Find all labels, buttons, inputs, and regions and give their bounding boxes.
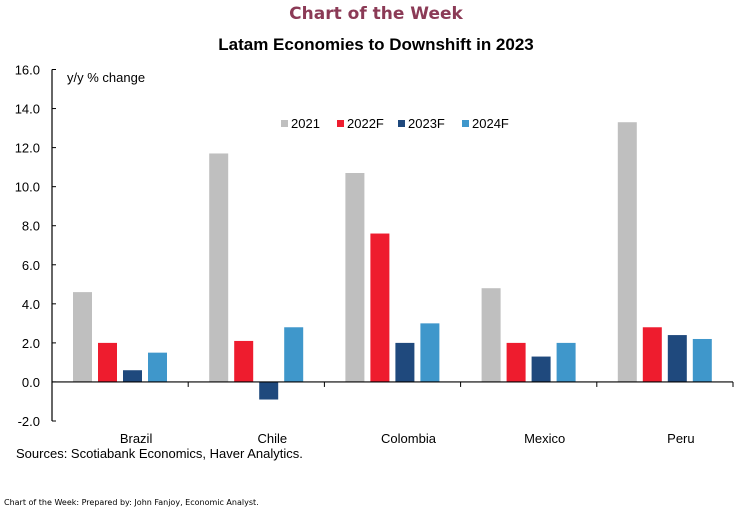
bar-2023F-colombia (395, 342, 415, 382)
bar-2024F-peru (692, 338, 712, 382)
legend-label-2023F: 2023F (408, 116, 445, 131)
legend-label-2022F: 2022F (347, 116, 384, 131)
x-tick-label: Brazil (120, 431, 153, 446)
bar-2023F-mexico (531, 356, 551, 382)
bar-2022F-peru (642, 327, 662, 382)
bar-2022F-chile (234, 340, 254, 382)
bar-2021-brazil (73, 292, 92, 382)
legend-swatch-2024F (462, 120, 469, 127)
y-tick-label: 2.0 (22, 336, 40, 351)
x-tick-label: Colombia (381, 431, 437, 446)
x-tick-label: Peru (667, 431, 694, 446)
chart-title: Latam Economies to Downshift in 2023 (218, 35, 534, 54)
bar-2023F-peru (667, 335, 687, 382)
y-tick-label: -2.0 (18, 414, 40, 429)
y-tick-label: 8.0 (22, 219, 40, 234)
bar-2024F-mexico (556, 342, 576, 382)
bar-2024F-brazil (148, 352, 167, 382)
x-tick-label: Mexico (524, 431, 565, 446)
legend-swatch-2021 (281, 120, 288, 127)
bar-2024F-colombia (420, 323, 440, 382)
legend-swatch-2023F (398, 120, 405, 127)
footer-note: Chart of the Week: Prepared by: John Fan… (4, 498, 259, 507)
y-tick-label: 6.0 (22, 258, 40, 273)
bar-2021-peru (617, 122, 637, 382)
y-tick-label: 16.0 (15, 63, 40, 78)
bar-2024F-chile (284, 327, 304, 382)
bar-2022F-colombia (370, 233, 390, 382)
x-tick-label: Chile (257, 431, 287, 446)
bar-2021-colombia (345, 172, 365, 382)
source-note: Sources: Scotiabank Economics, Haver Ana… (16, 446, 303, 461)
y-tick-label: 10.0 (15, 180, 40, 195)
legend-label-2021: 2021 (291, 116, 320, 131)
bar-2022F-brazil (98, 342, 117, 382)
legend-swatch-2022F (337, 120, 344, 127)
y-axis-label: y/y % change (67, 70, 145, 85)
chart-kicker: Chart of the Week (289, 4, 463, 24)
y-tick-label: 0.0 (22, 375, 40, 390)
y-tick-label: 4.0 (22, 297, 40, 312)
y-tick-label: 12.0 (15, 141, 40, 156)
bar-2021-mexico (481, 288, 501, 382)
legend-label-2024F: 2024F (472, 116, 509, 131)
bar-2023F-chile (259, 381, 279, 400)
bar-2021-chile (209, 153, 229, 382)
bar-2023F-brazil (123, 370, 142, 382)
bar-2022F-mexico (506, 342, 526, 382)
y-tick-label: 14.0 (15, 102, 40, 117)
